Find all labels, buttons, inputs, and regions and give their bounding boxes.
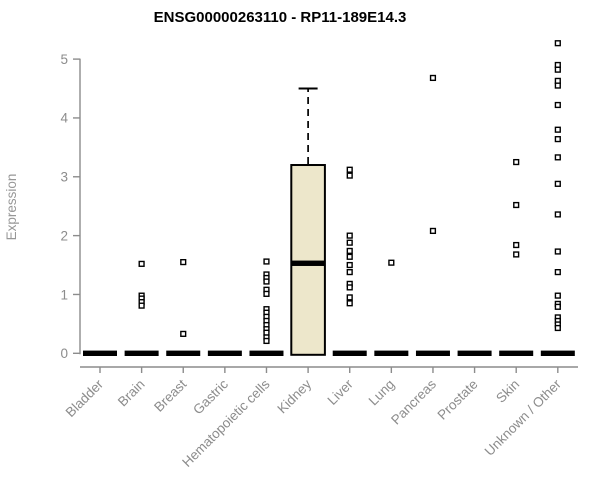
data-point [554, 126, 561, 133]
data-point [554, 180, 561, 187]
zero-bar [374, 350, 409, 356]
x-tick-label: Bladder [63, 376, 107, 420]
data-point [263, 337, 270, 345]
zero-bar [499, 350, 534, 356]
data-point [554, 248, 561, 255]
x-tick-label: Prostate [435, 377, 481, 423]
x-tick-label: Breast [151, 376, 189, 414]
zero-bar [83, 350, 117, 356]
zero-bar [249, 350, 284, 356]
chart-title: ENSG00000263110 - RP11-189E14.3 [154, 9, 407, 26]
data-point [263, 258, 270, 265]
data-point [346, 239, 353, 246]
data-point [346, 232, 353, 239]
x-tick-label: Brain [115, 377, 148, 410]
y-axis-label: Expression [4, 174, 19, 241]
data-point [554, 66, 561, 73]
data-point [346, 269, 353, 276]
y-tick-label: 2 [60, 228, 68, 243]
data-point [180, 330, 187, 337]
zero-bar [166, 350, 201, 356]
data-point [138, 260, 145, 267]
data-point [429, 74, 437, 82]
zero-bar [332, 350, 367, 356]
data-point [554, 211, 561, 218]
y-tick-label: 4 [60, 111, 68, 126]
data-point [263, 278, 270, 285]
data-point [554, 292, 561, 299]
y-tick-label: 1 [60, 287, 68, 302]
data-point [346, 284, 353, 291]
median-line [291, 260, 325, 266]
x-tick-label: Skin [493, 377, 522, 406]
x-tick-label: Pancreas [388, 376, 439, 427]
data-point [554, 40, 561, 47]
y-tick-label: 0 [60, 346, 68, 361]
x-tick-label: Gastric [190, 376, 231, 417]
zero-bar [415, 350, 450, 356]
data-point [513, 241, 520, 249]
data-point [346, 294, 353, 301]
zero-bar [124, 350, 159, 356]
zero-bar [207, 350, 242, 356]
zero-bar [540, 350, 575, 356]
y-tick-label: 5 [60, 52, 68, 67]
data-point [388, 259, 395, 266]
data-point [554, 101, 561, 109]
x-tick-label: Unknown / Other [482, 376, 565, 459]
data-point [346, 247, 353, 255]
data-point [554, 324, 561, 332]
data-point [513, 251, 520, 258]
data-point [554, 82, 561, 89]
data-point [346, 300, 353, 307]
x-tick-label: Lung [366, 377, 398, 409]
data-point [263, 290, 270, 297]
data-point [554, 136, 561, 143]
data-point [513, 158, 520, 166]
x-tick-label: Kidney [274, 376, 314, 416]
box [290, 164, 326, 356]
data-point [346, 261, 353, 269]
data-point [554, 303, 561, 310]
x-tick-label: Liver [325, 376, 357, 408]
data-point [346, 166, 353, 173]
data-point [346, 253, 353, 260]
zero-bar [457, 350, 492, 356]
data-point [554, 269, 561, 276]
y-tick-label: 3 [60, 170, 68, 185]
data-point [429, 227, 437, 235]
data-point [138, 302, 145, 309]
data-point [180, 258, 187, 266]
data-point [513, 201, 520, 209]
data-point [554, 154, 561, 161]
data-point [346, 172, 353, 179]
